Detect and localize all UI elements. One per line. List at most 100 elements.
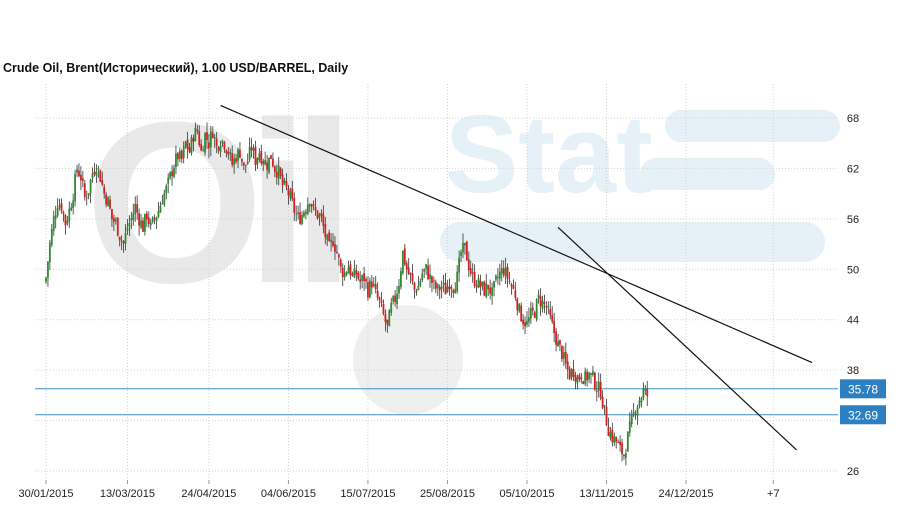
candle-up <box>74 174 76 202</box>
candle-up <box>500 267 503 274</box>
candle-down <box>103 186 106 194</box>
candle-up <box>429 274 431 280</box>
candle-down <box>314 207 317 211</box>
candle-down <box>231 153 234 165</box>
candle-down <box>266 162 268 170</box>
candle-down <box>593 372 596 390</box>
candle-down <box>551 315 554 322</box>
candle-down <box>275 171 278 178</box>
candle-down <box>568 368 571 380</box>
watermark-stat: Stat <box>445 93 653 216</box>
trend-lines <box>220 104 813 451</box>
watermark-oil: Oil <box>85 74 340 331</box>
candle-up <box>295 213 298 215</box>
candle-down <box>242 162 245 166</box>
candle-down <box>467 259 470 271</box>
candle-down <box>322 214 325 227</box>
candle-up <box>258 153 261 161</box>
candle-up <box>590 373 592 375</box>
candle-up <box>50 229 53 245</box>
candle-up <box>157 211 160 217</box>
candle-down <box>202 150 204 152</box>
candle-up <box>541 300 544 309</box>
candle-up <box>128 223 131 227</box>
candle-down <box>469 268 472 274</box>
chart-title: Crude Oil, Brent(Исторический), 1.00 USD… <box>3 61 349 75</box>
candle-down <box>452 290 455 293</box>
candle-up <box>642 388 645 398</box>
candle-down <box>533 312 536 318</box>
candle-up <box>229 152 232 154</box>
candle-down <box>611 429 614 443</box>
candle-down <box>380 300 383 303</box>
candle-down <box>312 204 315 206</box>
candle-down <box>553 320 556 333</box>
candle-up <box>417 285 420 291</box>
candle-up <box>289 191 292 198</box>
candle-up <box>268 157 270 173</box>
candle-up <box>209 131 212 147</box>
candle-up <box>134 203 137 215</box>
candle-up <box>97 168 100 170</box>
candle-down <box>270 155 272 159</box>
candle-up <box>368 280 371 298</box>
x-tick-label: 25/08/2015 <box>420 488 475 500</box>
candle-down <box>206 132 208 141</box>
candle-up <box>89 179 92 194</box>
candle-up <box>306 204 309 214</box>
candle-down <box>394 295 397 302</box>
candle-down <box>438 286 441 291</box>
candle-down <box>147 217 150 224</box>
candle-down <box>176 153 179 160</box>
candle-up <box>390 302 393 313</box>
candle-up <box>264 160 267 165</box>
candle-down <box>623 454 625 456</box>
candle-up <box>557 341 559 347</box>
candle-down <box>332 241 334 246</box>
level-label: 32.69 <box>848 408 878 422</box>
candle-down <box>272 158 274 167</box>
candle-down <box>595 390 598 392</box>
candle-up <box>632 411 635 414</box>
level-labels: 35.78 32.69 <box>840 379 886 425</box>
candle-up <box>493 280 495 288</box>
candle-down <box>285 181 288 187</box>
candle-up <box>95 171 98 176</box>
candle-down <box>487 284 490 290</box>
candle-up <box>423 269 426 272</box>
candle-up <box>353 268 356 278</box>
candle-down <box>531 307 534 311</box>
watermark: Oil Stat <box>85 74 840 415</box>
candle-up <box>570 369 573 378</box>
candle-down <box>293 198 296 213</box>
candle-down <box>355 270 358 275</box>
candle-up <box>436 284 439 289</box>
candle-up <box>529 308 532 319</box>
candle-down <box>357 272 360 279</box>
candle-up <box>233 158 236 166</box>
candle-down <box>370 281 373 288</box>
candle-up <box>303 212 305 217</box>
candle-up <box>151 217 154 222</box>
candle-down <box>539 296 542 307</box>
candle-up <box>204 133 206 153</box>
y-tick-label: 62 <box>847 163 859 175</box>
candle-up <box>283 180 286 184</box>
candle-down <box>601 396 604 409</box>
candle-up <box>640 397 643 403</box>
candle-down <box>473 271 476 286</box>
y-tick-label: 26 <box>847 466 859 478</box>
candle-down <box>479 280 482 288</box>
level-label: 35.78 <box>848 382 878 396</box>
candle-down <box>80 174 82 181</box>
candle-up <box>477 278 480 288</box>
candle-down <box>142 220 144 232</box>
candle-down <box>599 381 602 399</box>
candle-up <box>248 146 251 160</box>
candle-down <box>223 142 226 150</box>
candle-up <box>419 281 422 286</box>
candle-down <box>365 278 367 282</box>
candle-up <box>68 208 71 222</box>
candle-down <box>450 287 453 289</box>
